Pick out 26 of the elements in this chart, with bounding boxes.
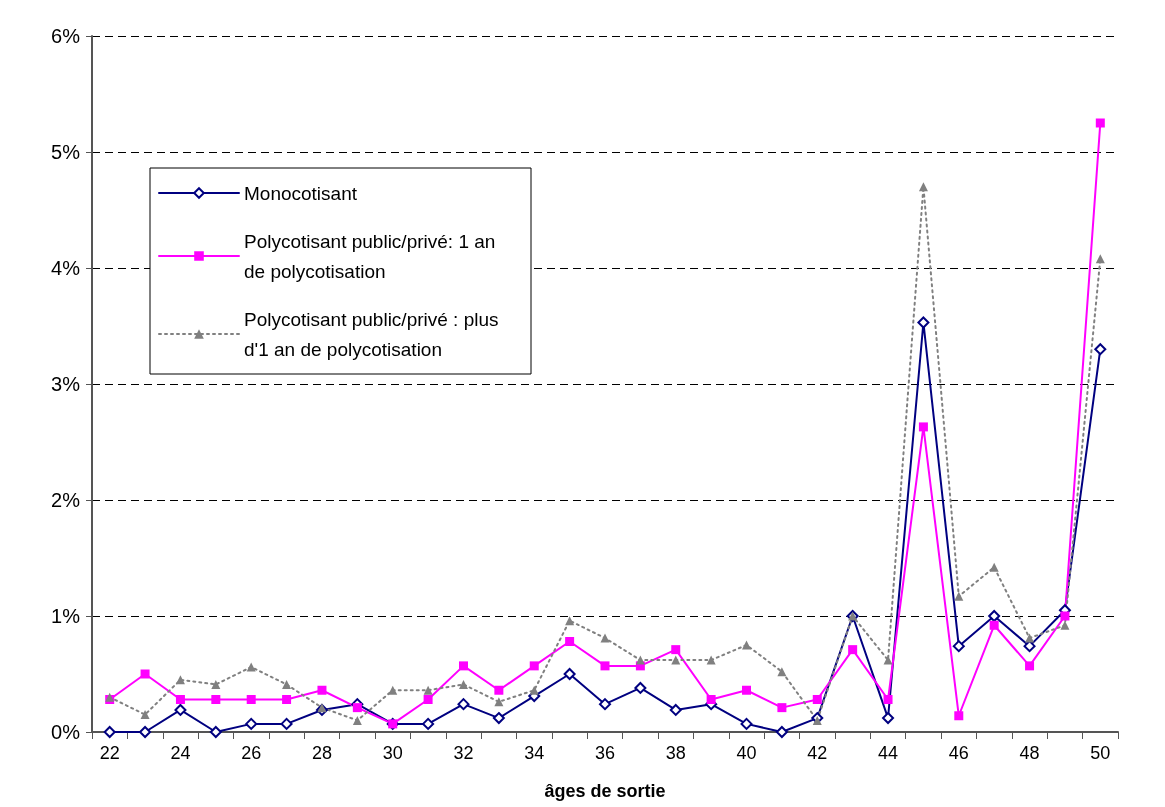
y-tick-label: 2% [51, 489, 81, 511]
y-tick-label: 4% [51, 257, 81, 279]
x-tick-label: 50 [1090, 743, 1111, 763]
y-tick-label: 1% [51, 605, 81, 627]
x-tick-label: 22 [99, 743, 120, 763]
x-tick-label: 24 [170, 743, 191, 763]
y-tick-label: 6% [51, 25, 81, 47]
legend-label: Polycotisant public/privé : plus d'1 an de polycotisation [244, 308, 504, 360]
x-tick-label: 26 [241, 743, 262, 763]
x-tick-label: 28 [311, 743, 332, 763]
x-tick-label: 32 [453, 743, 474, 763]
x-tick-label: 30 [382, 743, 403, 763]
x-tick-label: 46 [948, 743, 969, 763]
x-tick-label: 42 [807, 743, 828, 763]
x-tick-label: 38 [665, 743, 686, 763]
x-tick-label: 36 [594, 743, 616, 763]
y-tick-label: 5% [51, 141, 81, 163]
y-tick-label: 3% [51, 373, 81, 395]
x-tick-label: 44 [878, 743, 899, 763]
x-tick-label: 48 [1019, 743, 1040, 763]
x-tick-label: 40 [736, 743, 757, 763]
legend-label: Polycotisant public/privé: 1 an de polycotisation [244, 230, 501, 282]
legend-label: Monocotisant [244, 182, 358, 204]
y-tick-label: 0% [51, 721, 81, 743]
x-axis-title: âges de sortie [544, 781, 666, 801]
x-tick-label: 34 [524, 743, 545, 763]
